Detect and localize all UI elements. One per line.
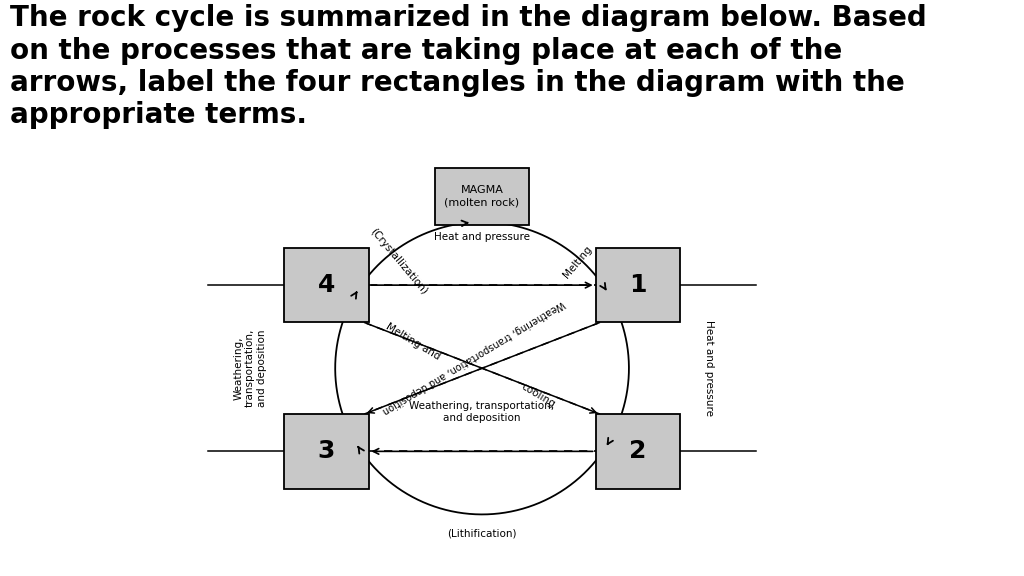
FancyBboxPatch shape bbox=[596, 248, 680, 323]
Text: and deposition: and deposition bbox=[443, 413, 521, 423]
Text: (Crystallization): (Crystallization) bbox=[368, 226, 429, 297]
Text: cooling: cooling bbox=[519, 381, 557, 409]
Text: (Lithification): (Lithification) bbox=[447, 529, 517, 539]
Text: MAGMA
(molten rock): MAGMA (molten rock) bbox=[444, 185, 519, 207]
Text: The rock cycle is summarized in the diagram below. Based
on the processes that a: The rock cycle is summarized in the diag… bbox=[10, 4, 927, 130]
Text: 4: 4 bbox=[317, 273, 335, 297]
Text: 1: 1 bbox=[629, 273, 646, 297]
Text: Melting: Melting bbox=[561, 244, 594, 279]
Text: Heat and pressure: Heat and pressure bbox=[705, 320, 715, 416]
FancyBboxPatch shape bbox=[284, 414, 369, 488]
Text: Weathering, transportation, and deposition: Weathering, transportation, and depositi… bbox=[380, 298, 566, 416]
FancyBboxPatch shape bbox=[284, 248, 369, 323]
FancyBboxPatch shape bbox=[596, 414, 680, 488]
Text: 3: 3 bbox=[317, 439, 335, 463]
Text: Weathering, transportation,: Weathering, transportation, bbox=[410, 401, 555, 411]
Text: Melting and: Melting and bbox=[384, 321, 441, 362]
Text: 2: 2 bbox=[629, 439, 646, 463]
Text: Heat and pressure: Heat and pressure bbox=[434, 232, 530, 242]
Text: Weathering,
transportation,
and deposition: Weathering, transportation, and depositi… bbox=[233, 329, 267, 407]
FancyBboxPatch shape bbox=[435, 168, 528, 225]
